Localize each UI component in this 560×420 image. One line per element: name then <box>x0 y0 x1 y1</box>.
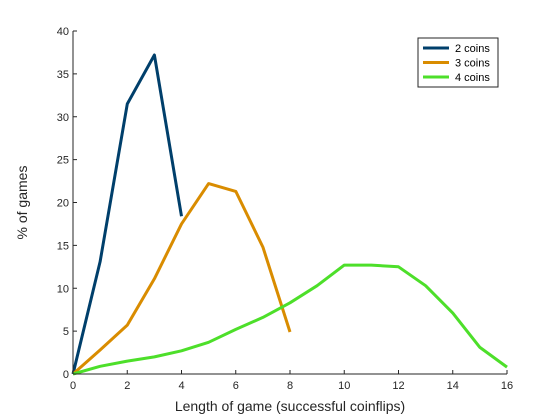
x-tick-label: 0 <box>70 380 76 392</box>
y-axis-title: % of games <box>14 166 30 240</box>
y-tick-label: 40 <box>57 26 69 38</box>
y-tick-label: 30 <box>57 112 69 124</box>
y-tick-label: 25 <box>57 155 69 167</box>
y-tick-label: 5 <box>63 326 69 338</box>
y-tick-label: 20 <box>57 198 69 210</box>
y-tick-label: 15 <box>57 240 69 252</box>
series-layer <box>71 53 508 376</box>
x-tick-label: 16 <box>501 380 513 392</box>
x-tick-label: 8 <box>287 380 293 392</box>
x-axis-title: Length of game (successful coinflips) <box>175 398 405 414</box>
y-tick-label: 35 <box>57 69 69 81</box>
x-tick-label: 4 <box>178 380 184 392</box>
series-line-3 <box>72 263 508 376</box>
legend-label-1: 2 coins <box>455 43 490 55</box>
y-tick-label: 0 <box>63 369 69 381</box>
plot-area <box>73 31 507 374</box>
legend: 2 coins 3 coins 4 coins <box>417 37 499 88</box>
x-tick-label: 14 <box>447 380 459 392</box>
series-line-1 <box>71 53 183 375</box>
x-tick-label: 6 <box>233 380 239 392</box>
x-tick-label: 10 <box>338 380 350 392</box>
series-line-2 <box>72 182 292 376</box>
ticks-layer: 0 2 4 6 8 10 12 14 16 0 5 10 15 20 25 30 35 40 <box>57 26 513 392</box>
x-tick-label: 12 <box>392 380 404 392</box>
legend-label-3: 4 coins <box>455 72 490 84</box>
x-tick-label: 2 <box>124 380 130 392</box>
y-tick-label: 10 <box>57 283 69 295</box>
legend-label-2: 3 coins <box>455 58 490 70</box>
